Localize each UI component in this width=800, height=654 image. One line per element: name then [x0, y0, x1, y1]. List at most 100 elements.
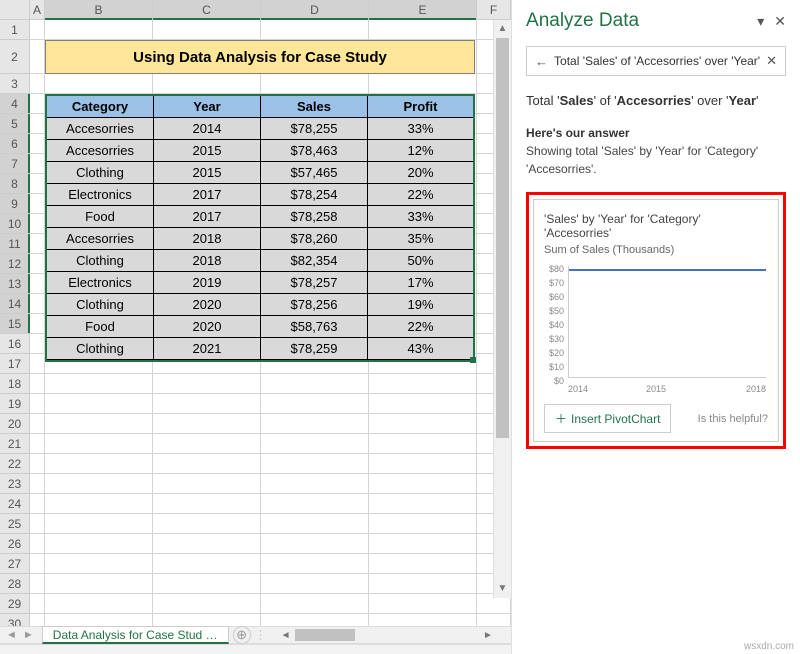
- row-header-18[interactable]: 18: [0, 374, 30, 394]
- row-header-30[interactable]: 30: [0, 614, 30, 626]
- row-header-28[interactable]: 28: [0, 574, 30, 594]
- table-cell[interactable]: 2014: [154, 118, 261, 140]
- table-cell[interactable]: 2015: [154, 162, 261, 184]
- table-cell[interactable]: 2017: [154, 184, 261, 206]
- row-header-20[interactable]: 20: [0, 414, 30, 434]
- row-header-16[interactable]: 16: [0, 334, 30, 354]
- row-header-7[interactable]: 7: [0, 154, 30, 174]
- row-header-4[interactable]: 4: [0, 94, 30, 114]
- table-cell[interactable]: Accesorries: [47, 228, 154, 250]
- table-cell[interactable]: Clothing: [47, 294, 154, 316]
- hscroll-thumb[interactable]: [295, 629, 355, 641]
- row-header-25[interactable]: 25: [0, 514, 30, 534]
- col-header-B[interactable]: B: [45, 0, 153, 19]
- col-header-A[interactable]: A: [30, 0, 45, 19]
- row-header-12[interactable]: 12: [0, 254, 30, 274]
- row-header-29[interactable]: 29: [0, 594, 30, 614]
- row-header-26[interactable]: 26: [0, 534, 30, 554]
- table-cell[interactable]: 35%: [368, 228, 473, 250]
- row-header-19[interactable]: 19: [0, 394, 30, 414]
- table-cell[interactable]: 2020: [154, 316, 261, 338]
- row-header-11[interactable]: 11: [0, 234, 30, 254]
- table-cell[interactable]: 33%: [368, 206, 473, 228]
- row-header-2[interactable]: 2: [0, 40, 30, 74]
- cells-area[interactable]: Using Data Analysis for Case Study Categ…: [30, 20, 511, 626]
- col-header-E[interactable]: E: [369, 0, 477, 19]
- table-cell[interactable]: 2018: [154, 228, 261, 250]
- table-cell[interactable]: 17%: [368, 272, 473, 294]
- row-header-5[interactable]: 5: [0, 114, 30, 134]
- table-cell[interactable]: 12%: [368, 140, 473, 162]
- selection-handle[interactable]: [470, 357, 476, 363]
- table-cell[interactable]: $78,258: [261, 206, 368, 228]
- row-header-1[interactable]: 1: [0, 20, 30, 40]
- table-cell[interactable]: Clothing: [47, 338, 154, 360]
- table-cell[interactable]: 2019: [154, 272, 261, 294]
- table-cell[interactable]: Electronics: [47, 184, 154, 206]
- table-cell[interactable]: 2017: [154, 206, 261, 228]
- pane-menu-icon[interactable]: ▾: [757, 13, 764, 30]
- row-header-8[interactable]: 8: [0, 174, 30, 194]
- query-box[interactable]: ← Total 'Sales' of 'Accesorries' over 'Y…: [526, 46, 786, 76]
- table-header[interactable]: Profit: [368, 96, 473, 118]
- table-row[interactable]: Clothing2021$78,25943%: [47, 338, 473, 360]
- table-cell[interactable]: 20%: [368, 162, 473, 184]
- row-header-13[interactable]: 13: [0, 274, 30, 294]
- table-cell[interactable]: Accesorries: [47, 140, 154, 162]
- table-header[interactable]: Sales: [261, 96, 368, 118]
- row-header-9[interactable]: 9: [0, 194, 30, 214]
- table-row[interactable]: Accesorries2014$78,25533%: [47, 118, 473, 140]
- table-cell[interactable]: Clothing: [47, 162, 154, 184]
- row-header-23[interactable]: 23: [0, 474, 30, 494]
- table-row[interactable]: Food2017$78,25833%: [47, 206, 473, 228]
- row-header-6[interactable]: 6: [0, 134, 30, 154]
- table-cell[interactable]: Accesorries: [47, 118, 154, 140]
- table-cell[interactable]: $78,255: [261, 118, 368, 140]
- table-cell[interactable]: 19%: [368, 294, 473, 316]
- row-header-24[interactable]: 24: [0, 494, 30, 514]
- tab-nav-icons[interactable]: ◄►: [0, 629, 36, 641]
- table-row[interactable]: Clothing2020$78,25619%: [47, 294, 473, 316]
- select-all-corner[interactable]: [0, 0, 30, 19]
- table-cell[interactable]: $57,465: [261, 162, 368, 184]
- table-cell[interactable]: 2015: [154, 140, 261, 162]
- table-row[interactable]: Electronics2017$78,25422%: [47, 184, 473, 206]
- table-cell[interactable]: $58,763: [261, 316, 368, 338]
- col-header-F[interactable]: F: [477, 0, 511, 19]
- clear-query-icon[interactable]: ✕: [766, 53, 777, 69]
- insert-pivotchart-button[interactable]: ＋ Insert PivotChart: [544, 404, 671, 433]
- table-cell[interactable]: Food: [47, 316, 154, 338]
- scroll-up-icon[interactable]: ▲: [494, 20, 511, 38]
- table-header[interactable]: Category: [47, 96, 154, 118]
- table-header[interactable]: Year: [154, 96, 261, 118]
- table-cell[interactable]: $82,354: [261, 250, 368, 272]
- hscroll-left-icon[interactable]: ◄: [279, 630, 293, 641]
- table-cell[interactable]: $78,260: [261, 228, 368, 250]
- row-header-21[interactable]: 21: [0, 434, 30, 454]
- table-cell[interactable]: 2021: [154, 338, 261, 360]
- table-cell[interactable]: Food: [47, 206, 154, 228]
- vertical-scrollbar[interactable]: ▲ ▼: [493, 20, 511, 598]
- table-cell[interactable]: $78,254: [261, 184, 368, 206]
- table-row[interactable]: Accesorries2015$78,46312%: [47, 140, 473, 162]
- table-row[interactable]: Accesorries2018$78,26035%: [47, 228, 473, 250]
- row-header-3[interactable]: 3: [0, 74, 30, 94]
- table-cell[interactable]: $78,256: [261, 294, 368, 316]
- table-row[interactable]: Food2020$58,76322%: [47, 316, 473, 338]
- table-cell[interactable]: 33%: [368, 118, 473, 140]
- helpful-link[interactable]: Is this helpful?: [698, 413, 768, 425]
- row-header-14[interactable]: 14: [0, 294, 30, 314]
- table-row[interactable]: Clothing2018$82,35450%: [47, 250, 473, 272]
- row-header-10[interactable]: 10: [0, 214, 30, 234]
- table-cell[interactable]: 43%: [368, 338, 473, 360]
- pane-close-icon[interactable]: ✕: [774, 13, 786, 30]
- table-cell[interactable]: 22%: [368, 316, 473, 338]
- sheet-tab-active[interactable]: Data Analysis for Case Stud …: [42, 626, 229, 644]
- vscroll-thumb[interactable]: [496, 38, 509, 438]
- table-cell[interactable]: 2018: [154, 250, 261, 272]
- row-header-17[interactable]: 17: [0, 354, 30, 374]
- table-cell[interactable]: $78,463: [261, 140, 368, 162]
- row-header-27[interactable]: 27: [0, 554, 30, 574]
- scroll-down-icon[interactable]: ▼: [494, 580, 511, 598]
- table-row[interactable]: Clothing2015$57,46520%: [47, 162, 473, 184]
